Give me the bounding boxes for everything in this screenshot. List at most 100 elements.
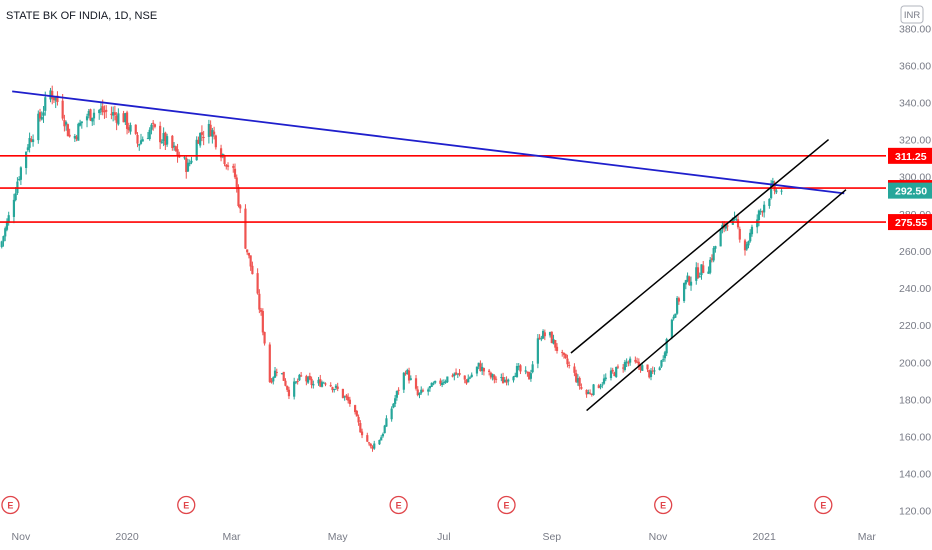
- earnings-badge-label: E: [396, 501, 402, 511]
- candle-body: [42, 112, 45, 116]
- candle-body: [160, 141, 163, 143]
- candle: [407, 367, 411, 384]
- candle: [75, 134, 78, 142]
- candle-body: [489, 372, 492, 378]
- candle-body: [202, 136, 205, 138]
- candle-body: [665, 339, 668, 354]
- candle-body: [105, 109, 108, 112]
- candle-body: [622, 367, 625, 369]
- candle-body: [453, 373, 456, 377]
- candle-body: [371, 446, 374, 449]
- candle-body: [75, 136, 78, 140]
- candle-body: [432, 383, 435, 385]
- earnings-badge[interactable]: E: [814, 495, 833, 515]
- candle-body: [185, 157, 188, 173]
- candle: [246, 249, 249, 255]
- candle: [515, 363, 519, 378]
- candle-body: [676, 297, 679, 314]
- candle-body: [159, 125, 162, 143]
- candle: [494, 376, 498, 383]
- candle: [756, 214, 759, 234]
- candle-body: [263, 332, 266, 344]
- earnings-badge[interactable]: E: [177, 495, 196, 515]
- candle: [418, 392, 421, 399]
- candle-body: [517, 366, 520, 368]
- level-price-tag: 311.25: [888, 147, 932, 164]
- candle: [195, 136, 198, 161]
- candle: [52, 96, 56, 103]
- candlestick-series: [0, 85, 783, 452]
- candle: [420, 386, 423, 395]
- candle-body: [682, 283, 686, 302]
- candle-body: [171, 135, 174, 149]
- candle: [686, 272, 689, 283]
- candle: [488, 368, 491, 376]
- candle: [176, 143, 179, 163]
- earnings-badge[interactable]: E: [1, 495, 20, 515]
- candle: [427, 387, 430, 396]
- earnings-badge[interactable]: E: [389, 495, 408, 515]
- candle-body: [287, 389, 291, 397]
- candle: [637, 358, 640, 371]
- time-axis[interactable]: Nov 2020 Mar May Jul Sep Nov 2021 Mar: [12, 531, 877, 543]
- candle-body: [38, 112, 42, 119]
- earnings-badge-circle: [177, 495, 196, 515]
- candle: [397, 387, 400, 395]
- candle: [627, 360, 630, 367]
- candle: [625, 358, 628, 368]
- candle-body: [329, 385, 332, 387]
- candle: [134, 124, 137, 136]
- price-axis[interactable]: 120.00 140.00 160.00 180.00 200.00 220.00 240.…: [888, 23, 932, 518]
- candle-body: [134, 124, 137, 134]
- candle-body: [65, 122, 68, 125]
- candle-body: [512, 376, 515, 381]
- candle: [153, 123, 157, 129]
- earnings-badge[interactable]: E: [497, 495, 516, 515]
- candle-body: [773, 182, 776, 191]
- candle-body: [172, 145, 176, 147]
- candle: [162, 127, 165, 147]
- candle: [597, 383, 600, 389]
- candle: [103, 105, 106, 119]
- candle: [514, 372, 517, 378]
- candle-body: [635, 361, 639, 363]
- candle: [225, 163, 228, 170]
- candle-body: [357, 416, 360, 423]
- candle: [745, 241, 748, 251]
- candle-body: [709, 259, 712, 273]
- candle-body: [296, 380, 299, 382]
- candle: [286, 385, 289, 392]
- candle: [442, 379, 445, 386]
- candle: [369, 443, 372, 449]
- candle-body: [599, 386, 602, 388]
- candle-body: [110, 113, 113, 116]
- candle-body: [420, 389, 423, 394]
- candle: [347, 393, 350, 404]
- candle: [568, 361, 571, 369]
- candle: [481, 362, 484, 375]
- candle: [125, 110, 129, 135]
- price-tick-label: 360.00: [899, 60, 931, 72]
- candle-body: [186, 162, 190, 172]
- currency-badge[interactable]: INR: [900, 5, 924, 24]
- candle: [430, 382, 433, 387]
- candle-body: [397, 389, 400, 391]
- candle-body: [580, 387, 583, 389]
- candle-body: [141, 139, 144, 142]
- candle-body: [663, 352, 667, 359]
- candle-body: [677, 298, 680, 302]
- candle-body: [190, 160, 193, 163]
- candle: [164, 131, 167, 150]
- earnings-badge[interactable]: E: [654, 495, 673, 515]
- candle: [540, 335, 543, 342]
- candle: [604, 373, 607, 382]
- candle-body: [246, 249, 249, 253]
- candle-body: [66, 124, 69, 137]
- candle-body: [383, 425, 386, 434]
- candle: [562, 352, 566, 359]
- price-tick-label: 160.00: [899, 431, 931, 443]
- candle: [190, 156, 193, 165]
- candle: [232, 163, 235, 173]
- candle-body: [702, 265, 705, 273]
